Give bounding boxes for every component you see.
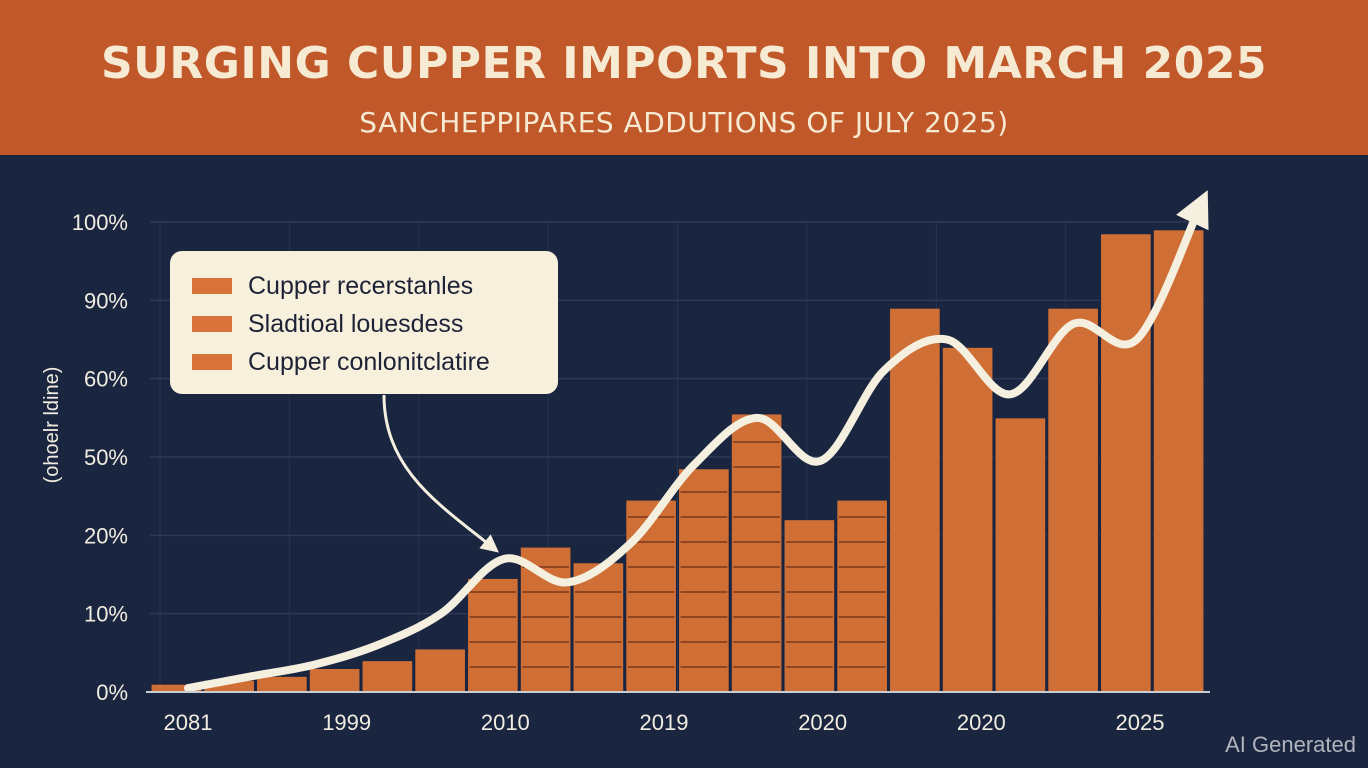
x-tick-label: 2020: [798, 710, 847, 735]
bar: [678, 468, 730, 693]
bar: [414, 648, 466, 693]
bar: [361, 660, 414, 693]
legend-label: Sladtioal louesdess: [248, 309, 464, 338]
chart-title: SURGING CUPPER IMPORTS INTO MARCH 2025: [100, 38, 1268, 89]
x-tick-label: 1999: [322, 710, 371, 735]
bar: [625, 499, 677, 693]
bar: [308, 668, 361, 693]
x-tick-label: 2019: [640, 710, 689, 735]
bar: [730, 413, 783, 693]
header-banner: [0, 0, 1368, 155]
bar: [572, 562, 625, 693]
bar: [467, 577, 519, 693]
legend-label: Cupper conlonitclatire: [248, 347, 490, 376]
legend: Cupper recerstanles Sladtioal louesdess …: [170, 251, 558, 394]
x-tick-label: 2010: [481, 710, 530, 735]
bar: [941, 346, 994, 693]
y-tick-label: 50%: [84, 445, 128, 470]
bar: [1100, 233, 1152, 693]
chart-subtitle: SANCHEPPIPARES ADDUTIONS OF JULY 2025): [359, 106, 1009, 139]
y-tick-label: 100%: [72, 210, 128, 235]
bar: [994, 417, 1047, 693]
y-tick-label: 0%: [96, 680, 128, 705]
bar: [1047, 307, 1099, 693]
bar: [889, 307, 941, 693]
y-axis-label: (ohoelr ldine): [41, 367, 63, 484]
y-tick-label: 20%: [84, 523, 128, 548]
legend-swatch: [192, 278, 232, 294]
legend-swatch: [192, 316, 232, 332]
x-tick-label: 2020: [957, 710, 1006, 735]
bar: [256, 675, 308, 693]
legend-item: Sladtioal louesdess: [192, 309, 463, 339]
x-tick-label: 2025: [1116, 710, 1165, 735]
y-tick-label: 60%: [84, 367, 128, 392]
x-tick-label: 2081: [164, 710, 213, 735]
watermark: AI Generated: [1225, 732, 1356, 757]
legend-item: Cupper recerstanles: [192, 271, 473, 301]
legend-item: Cupper conlonitclatire: [192, 347, 490, 377]
bar: [783, 519, 836, 693]
legend-label: Cupper recerstanles: [248, 271, 474, 300]
legend-swatch: [192, 354, 232, 370]
y-tick-label: 90%: [84, 288, 128, 313]
bar: [836, 499, 888, 693]
callout-arrow: [382, 394, 500, 553]
trend-line: [184, 190, 1209, 693]
y-tick-label: 10%: [84, 602, 128, 627]
